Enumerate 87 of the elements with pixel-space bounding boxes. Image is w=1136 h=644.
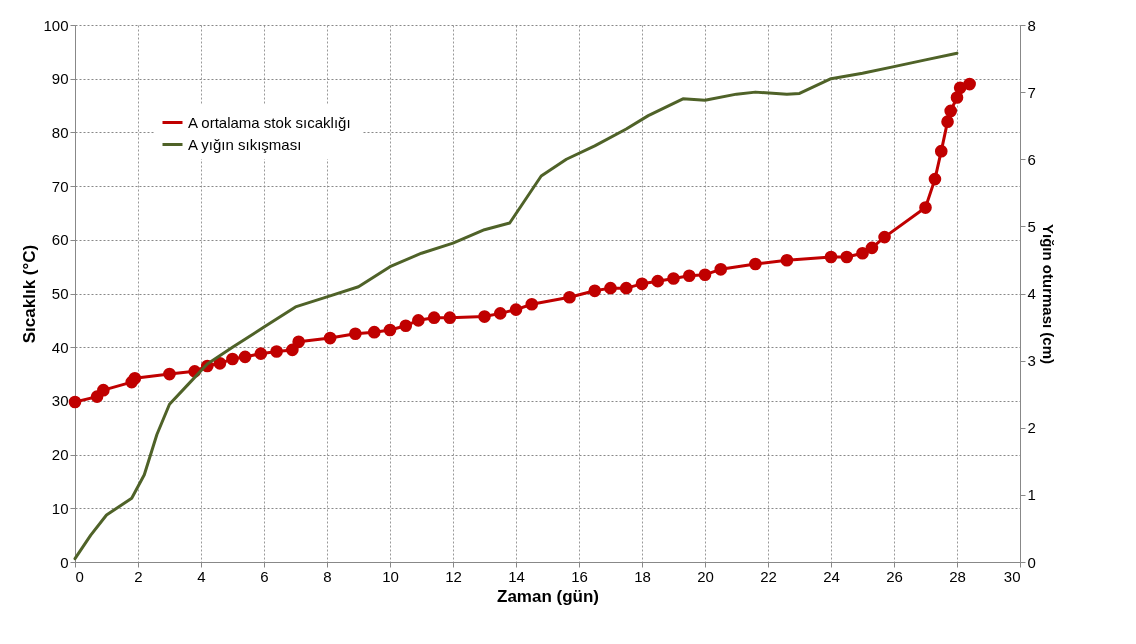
point <box>919 201 932 214</box>
x-tick-label: 4 <box>197 567 206 585</box>
point <box>749 257 762 271</box>
point <box>878 230 891 244</box>
y2-tick-label: 0 <box>1027 553 1036 571</box>
x-tick-label: 30 <box>1003 567 1021 585</box>
point <box>349 327 362 341</box>
x-tick-label: 12 <box>445 567 462 585</box>
y-tick-label: 90 <box>51 70 69 88</box>
y2-axis-title: Yığın oturması (cm) <box>1039 223 1057 365</box>
y2-tick-label: 7 <box>1027 83 1036 101</box>
point <box>367 325 381 339</box>
point <box>840 250 854 264</box>
point <box>667 272 680 285</box>
point <box>163 367 176 381</box>
point <box>604 281 617 295</box>
point <box>563 290 576 304</box>
point <box>824 250 838 264</box>
y-axis-title: Sıcaklık (°C) <box>20 244 40 344</box>
point <box>963 77 976 91</box>
point <box>698 268 712 282</box>
x-tick-label: 16 <box>571 567 588 585</box>
point <box>944 104 958 118</box>
x-tick-label: 2 <box>134 567 143 585</box>
point <box>427 311 441 324</box>
y2-tick-label: 3 <box>1027 352 1036 370</box>
y-tick-label: 40 <box>51 338 69 356</box>
point <box>323 331 337 345</box>
point <box>635 277 649 291</box>
point <box>651 274 665 288</box>
x-tick-label: 24 <box>823 567 840 585</box>
point <box>292 335 305 349</box>
y-tick-label: 10 <box>51 499 69 517</box>
x-tick-label: 18 <box>634 567 651 585</box>
y2-tick-label: 6 <box>1027 150 1036 168</box>
x-tick-label: 10 <box>382 567 399 585</box>
y-tick-label: 100 <box>43 16 69 34</box>
point <box>128 372 142 385</box>
point <box>525 297 539 311</box>
point <box>619 281 633 295</box>
y2-tick-label: 1 <box>1027 486 1036 504</box>
x-axis-title: Zaman (gün) <box>497 586 599 606</box>
y-tick-label: 70 <box>51 177 69 195</box>
point <box>588 284 602 298</box>
point <box>856 246 869 260</box>
point <box>443 311 457 324</box>
x-tick-label: 20 <box>697 567 714 585</box>
x-tick-label: 22 <box>760 567 777 585</box>
y2-tick-label: 4 <box>1027 285 1036 302</box>
point <box>682 269 696 283</box>
point <box>412 314 425 327</box>
y-tick-label: 0 <box>60 553 69 571</box>
x-tick-label: 6 <box>260 567 269 585</box>
point <box>865 241 879 255</box>
point <box>97 383 110 397</box>
y2-tick-label: 8 <box>1027 16 1036 34</box>
point <box>254 347 268 360</box>
point <box>226 352 239 366</box>
point <box>941 115 954 128</box>
point <box>399 319 413 333</box>
point <box>934 144 948 158</box>
point <box>213 357 227 370</box>
point <box>509 303 523 316</box>
y-tick-label: 50 <box>51 285 69 302</box>
y2-tick-label: 5 <box>1027 217 1036 235</box>
point <box>714 263 728 276</box>
x-tick-label: 0 <box>75 567 84 585</box>
point <box>780 253 794 267</box>
x-tick-label: 14 <box>508 567 525 585</box>
x-tick-label: 28 <box>949 567 966 585</box>
x-tick-label: 26 <box>886 567 903 585</box>
y-tick-label: 60 <box>51 231 69 249</box>
point <box>928 172 942 186</box>
y-tick-label: 30 <box>51 392 69 410</box>
point <box>383 323 397 337</box>
y-tick-label: 20 <box>51 446 69 464</box>
y2-tick-label: 2 <box>1027 419 1036 437</box>
line-series <box>73 51 959 561</box>
legend-label: A ortalama stok sıcaklığı <box>188 113 351 131</box>
x-tick-label: 8 <box>323 567 332 585</box>
point <box>238 350 252 364</box>
point <box>68 395 82 409</box>
point <box>478 310 491 323</box>
point <box>270 345 283 358</box>
legend-label: A yığın sıkışması <box>188 135 302 153</box>
point <box>493 307 507 320</box>
y-tick-label: 80 <box>51 123 69 141</box>
